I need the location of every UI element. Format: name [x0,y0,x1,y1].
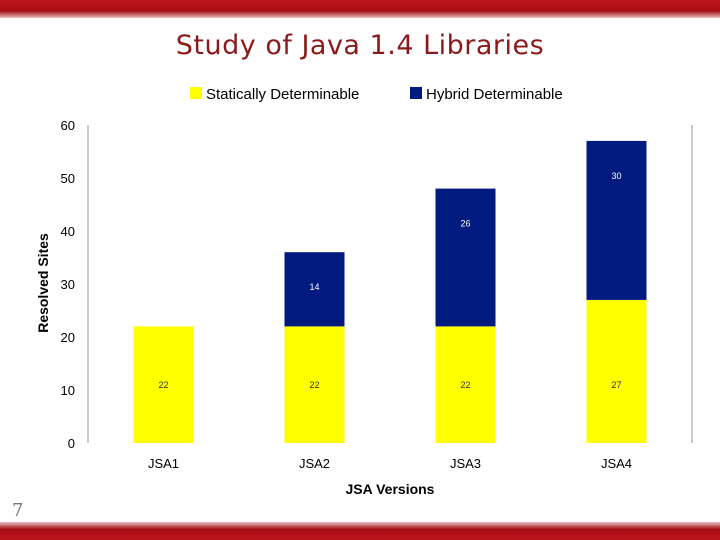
y-tick-label: 60 [61,118,75,133]
legend-swatch [190,87,202,99]
legend-label: Hybrid Determinable [426,86,563,103]
bar-segment [284,326,345,443]
y-tick-label: 50 [61,171,75,186]
bar-segment [586,140,647,300]
bar-segment [435,188,496,327]
slide-number: 7 [12,500,24,521]
x-tick-label: JSA1 [148,456,179,471]
data-label: 30 [611,171,621,181]
bar-segment [284,252,345,327]
chart-legend: Statically Determinable Hybrid Determinab… [190,86,563,103]
y-tick-label: 0 [68,436,75,451]
bar-segment [133,326,194,443]
data-label: 22 [158,380,168,390]
legend-label: Statically Determinable [206,86,359,103]
bar-segment [435,326,496,443]
y-tick-label: 30 [61,277,75,292]
y-tick-label: 20 [61,330,75,345]
slide-title: Study of Java 1.4 Libraries [175,30,545,61]
bottom-banner-bar [0,522,720,540]
x-axis-title: JSA Versions [346,481,435,497]
x-tick-label: JSA2 [299,456,330,471]
y-tick-label: 10 [61,383,75,398]
plot-area: 0 10 20 30 40 50 60 22 JSA1 22 14 JSA2 22 26 JSA3 27 30 J… [61,118,693,471]
y-tick-label: 40 [61,224,75,239]
x-tick-label: JSA3 [450,456,481,471]
data-label: 14 [309,282,319,292]
y-axis-title: Resolved Sites [35,233,51,333]
bar-segment [586,299,647,443]
x-tick-label: JSA4 [601,456,632,471]
legend-swatch [410,87,422,99]
data-label: 26 [460,219,470,229]
top-banner-bar [0,0,720,18]
data-label: 22 [309,380,319,390]
data-label: 27 [611,380,621,390]
data-label: 22 [460,380,470,390]
